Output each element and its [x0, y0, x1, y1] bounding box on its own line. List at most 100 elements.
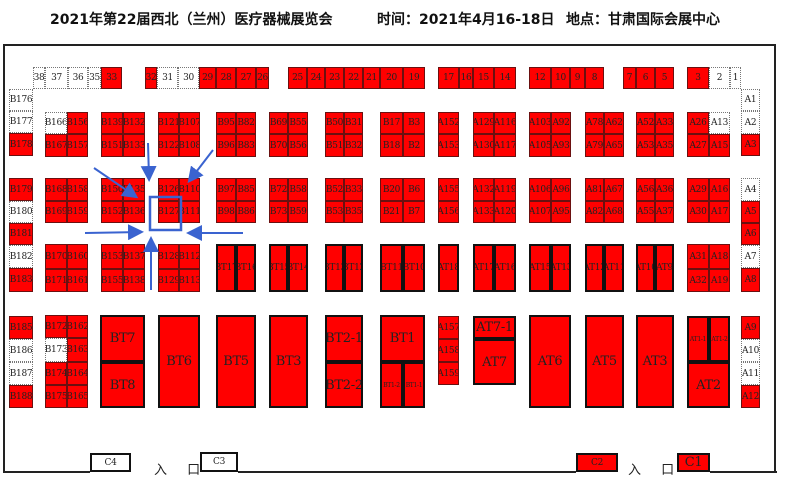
booth-b107[interactable]: B107 [179, 112, 200, 134]
booth-1[interactable]: 1 [730, 67, 741, 89]
booth-22[interactable]: 22 [344, 67, 363, 89]
booth-b136[interactable]: B136 [123, 201, 145, 223]
booth-at7-1[interactable]: AT7-1 [473, 316, 516, 339]
booth-7[interactable]: 7 [623, 67, 636, 89]
booth-at2[interactable]: AT2 [687, 362, 730, 408]
booth-at16[interactable]: AT16 [494, 244, 516, 292]
booth-b171[interactable]: B171 [45, 269, 67, 292]
booth-b183[interactable]: B183 [9, 268, 33, 292]
booth-b169[interactable]: B169 [45, 201, 67, 223]
booth-38[interactable]: 38 [33, 67, 45, 89]
booth-a117[interactable]: A117 [494, 134, 516, 157]
booth-bt10[interactable]: BT10 [403, 244, 425, 292]
booth-a1[interactable]: A1 [741, 89, 760, 111]
booth-b178[interactable]: B178 [9, 133, 33, 156]
booth-31[interactable]: 31 [157, 67, 178, 89]
booth-b97[interactable]: B97 [216, 178, 236, 201]
booth-b33[interactable]: B33 [344, 178, 363, 201]
booth-at12[interactable]: AT12 [585, 244, 604, 292]
booth-a56[interactable]: A56 [636, 178, 655, 201]
booth-10[interactable]: 10 [551, 67, 570, 89]
booth-b56[interactable]: B56 [288, 134, 308, 157]
booth-b110[interactable]: B110 [179, 178, 200, 201]
booth-35[interactable]: 35 [88, 67, 101, 89]
booth-a159[interactable]: A159 [438, 362, 459, 385]
booth-b132[interactable]: B132 [123, 112, 145, 134]
booth-26[interactable]: 26 [256, 67, 269, 89]
booth-b161[interactable]: B161 [67, 269, 88, 292]
booth-a29[interactable]: A29 [687, 178, 709, 201]
booth-bt17[interactable]: BT17 [216, 244, 236, 292]
booth-bt15[interactable]: BT15 [269, 244, 288, 292]
booth-b32[interactable]: B32 [344, 134, 363, 157]
booth-b163[interactable]: B163 [67, 338, 88, 362]
booth-36[interactable]: 36 [68, 67, 88, 89]
booth-a2[interactable]: A2 [741, 111, 760, 134]
booth-20[interactable]: 20 [380, 67, 403, 89]
booth-b128[interactable]: B128 [158, 244, 179, 269]
booth-b156[interactable]: B156 [67, 112, 88, 134]
booth-b122[interactable]: B122 [158, 134, 179, 157]
booth-at1-2[interactable]: AT1-2 [709, 316, 730, 362]
booth-b85[interactable]: B85 [236, 178, 256, 201]
booth-b31[interactable]: B31 [344, 112, 363, 134]
booth-b98[interactable]: B98 [216, 201, 236, 223]
booth-bt8[interactable]: BT8 [100, 362, 145, 408]
booth-b155[interactable]: B155 [101, 269, 123, 292]
booth-a31[interactable]: A31 [687, 244, 709, 269]
booth-a106[interactable]: A106 [529, 178, 551, 201]
booth-a158[interactable]: A158 [438, 339, 459, 362]
booth-c3[interactable]: C3 [200, 452, 238, 472]
booth-bt12[interactable]: BT12 [344, 244, 363, 292]
booth-a79[interactable]: A79 [585, 134, 604, 157]
booth-b153[interactable]: B153 [101, 244, 123, 269]
booth-c2[interactable]: C2 [576, 453, 618, 472]
booth-b127[interactable]: B127 [158, 201, 179, 223]
booth-a35[interactable]: A35 [655, 134, 674, 157]
booth-b177[interactable]: B177 [9, 111, 33, 133]
booth-a12[interactable]: A12 [741, 385, 760, 408]
booth-3[interactable]: 3 [687, 67, 709, 89]
booth-bt16[interactable]: BT16 [236, 244, 256, 292]
booth-a130[interactable]: A130 [473, 134, 494, 157]
booth-15[interactable]: 15 [473, 67, 494, 89]
booth-a18[interactable]: A18 [709, 244, 730, 269]
booth-a7[interactable]: A7 [741, 245, 760, 268]
booth-at5[interactable]: AT5 [585, 315, 624, 408]
booth-at7[interactable]: AT7 [473, 339, 516, 385]
booth-a55[interactable]: A55 [636, 201, 655, 223]
booth-b166[interactable]: B166 [45, 112, 67, 134]
booth-at3[interactable]: AT3 [636, 315, 674, 408]
booth-b21[interactable]: B21 [380, 201, 403, 223]
booth-at18[interactable]: AT18 [438, 244, 459, 292]
booth-b164[interactable]: B164 [67, 362, 88, 385]
booth-b182[interactable]: B182 [9, 245, 33, 268]
booth-a62[interactable]: A62 [604, 112, 624, 134]
booth-a93[interactable]: A93 [551, 134, 571, 157]
booth-b137[interactable]: B137 [123, 244, 145, 269]
booth-b112[interactable]: B112 [179, 244, 200, 269]
booth-at9[interactable]: AT9 [655, 244, 674, 292]
booth-b50[interactable]: B50 [325, 112, 344, 134]
booth-bt7[interactable]: BT7 [100, 315, 145, 362]
booth-a33[interactable]: A33 [655, 112, 674, 134]
booth-a52[interactable]: A52 [636, 112, 655, 134]
booth-at10[interactable]: AT10 [636, 244, 655, 292]
booth-a82[interactable]: A82 [585, 201, 604, 223]
booth-b129[interactable]: B129 [158, 269, 179, 292]
booth-at6[interactable]: AT6 [529, 315, 571, 408]
booth-b59[interactable]: B59 [288, 201, 308, 223]
booth-b135[interactable]: B135 [123, 178, 145, 201]
booth-25[interactable]: 25 [288, 67, 307, 89]
booth-a26[interactable]: A26 [687, 112, 709, 134]
booth-b179[interactable]: B179 [9, 178, 33, 201]
booth-b35[interactable]: B35 [344, 201, 363, 223]
booth-a129[interactable]: A129 [473, 112, 494, 134]
booth-b108[interactable]: B108 [179, 134, 200, 157]
booth-b174[interactable]: B174 [45, 362, 67, 385]
booth-6[interactable]: 6 [636, 67, 655, 89]
booth-a105[interactable]: A105 [529, 134, 551, 157]
booth-29[interactable]: 29 [199, 67, 216, 89]
booth-b181[interactable]: B181 [9, 223, 33, 245]
booth-a19[interactable]: A19 [709, 269, 730, 292]
